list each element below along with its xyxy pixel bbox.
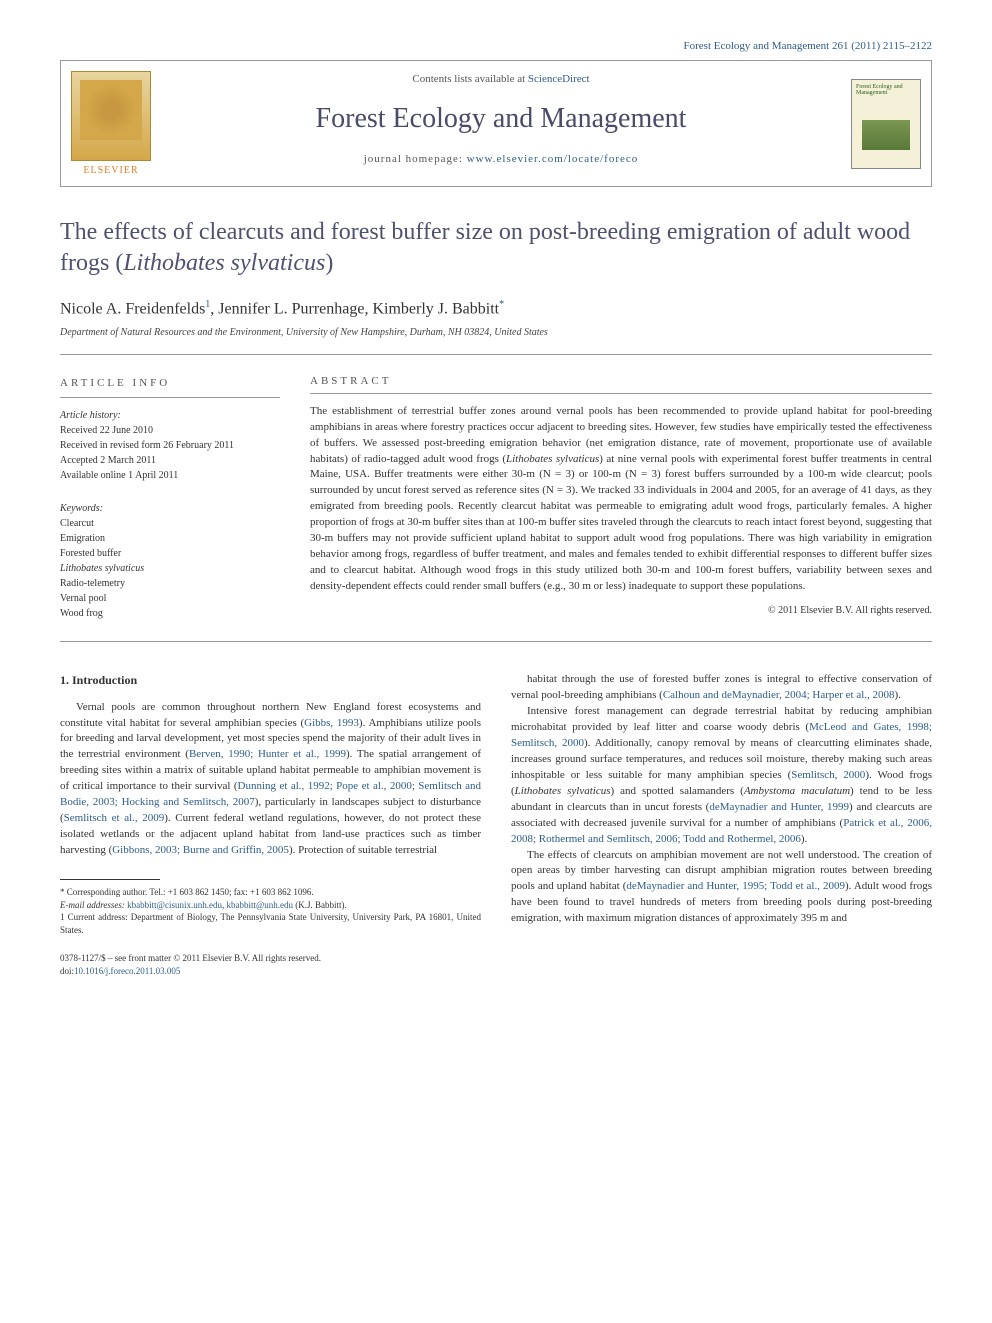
- email-line: E-mail addresses: kbabbitt@cisunix.unh.e…: [60, 899, 481, 912]
- email-link-2[interactable]: kbabbitt@unh.edu: [226, 900, 293, 910]
- homepage-link[interactable]: www.elsevier.com/locate/foreco: [467, 153, 639, 165]
- section-heading-intro: 1. Introduction: [60, 672, 481, 689]
- citation-link[interactable]: deMaynadier and Hunter, 1999: [709, 801, 849, 813]
- keyword-item: Lithobates sylvaticus: [60, 561, 280, 576]
- sciencedirect-link[interactable]: ScienceDirect: [528, 73, 590, 85]
- masthead-left: ELSEVIER: [61, 61, 161, 186]
- species-name: Lithobates sylvaticus: [515, 785, 611, 797]
- body-column-left: 1. Introduction Vernal pools are common …: [60, 672, 481, 977]
- citation-link[interactable]: Gibbons, 2003; Burne and Griffin, 2005: [112, 844, 289, 856]
- info-abstract-row: ARTICLE INFO Article history: Received 2…: [60, 375, 932, 643]
- history-label: Article history:: [60, 408, 280, 423]
- keyword-item: Forested buffer: [60, 546, 280, 561]
- journal-cover-icon: Forest Ecology and Management: [851, 79, 921, 169]
- keywords-label: Keywords:: [60, 501, 280, 516]
- footnotes: * Corresponding author. Tel.: +1 603 862…: [60, 886, 481, 936]
- citation-link[interactable]: Calhoun and deMaynadier, 2004; Harper et…: [663, 689, 895, 701]
- elsevier-label: ELSEVIER: [71, 165, 151, 176]
- citation-link[interactable]: Gibbs, 1993: [304, 717, 359, 729]
- abstract-copyright: © 2011 Elsevier B.V. All rights reserved…: [310, 605, 932, 616]
- body-column-right: habitat through the use of forested buff…: [511, 672, 932, 977]
- citation-link[interactable]: Berven, 1990; Hunter et al., 1999: [189, 748, 346, 760]
- corresponding-author-note: * Corresponding author. Tel.: +1 603 862…: [60, 886, 481, 899]
- keyword-item: Wood frog: [60, 606, 280, 621]
- abstract-text: ) at nine vernal pools with experimental…: [310, 453, 932, 593]
- keywords-block: Keywords: Clearcut Emigration Forested b…: [60, 501, 280, 621]
- body-text: ) and spotted salamanders (: [611, 785, 744, 797]
- doi-line: doi:10.1016/j.foreco.2011.03.005: [60, 965, 481, 978]
- article-info-heading: ARTICLE INFO: [60, 375, 280, 399]
- doi-prefix: doi:: [60, 966, 74, 976]
- abstract-species: Lithobates sylvaticus: [506, 453, 599, 465]
- citation-link[interactable]: deMaynadier and Hunter, 1995; Todd et al…: [626, 880, 845, 892]
- author-rest: , Jennifer L. Purrenhage, Kimberly J. Ba…: [210, 301, 499, 318]
- abstract-heading: ABSTRACT: [310, 375, 932, 394]
- intro-left-paragraphs: Vernal pools are common throughout north…: [60, 700, 481, 859]
- history-revised: Received in revised form 26 February 201…: [60, 438, 280, 453]
- history-accepted: Accepted 2 March 2011: [60, 453, 280, 468]
- keyword-item: Vernal pool: [60, 591, 280, 606]
- keyword-item: Clearcut: [60, 516, 280, 531]
- contents-prefix: Contents lists available at: [412, 73, 527, 85]
- title-close: ): [325, 250, 333, 276]
- masthead-right: Forest Ecology and Management: [841, 61, 931, 186]
- citation-link[interactable]: Semlitsch, 2000: [791, 769, 865, 781]
- masthead-center: Contents lists available at ScienceDirec…: [161, 61, 841, 186]
- article-info: ARTICLE INFO Article history: Received 2…: [60, 375, 280, 622]
- body-paragraph: The effects of clearcuts on amphibian mo…: [511, 848, 932, 928]
- body-paragraph: Intensive forest management can degrade …: [511, 704, 932, 847]
- intro-right-paragraphs: habitat through the use of forested buff…: [511, 672, 932, 927]
- cover-label: Forest Ecology and Management: [856, 84, 903, 96]
- footnote-separator: [60, 879, 160, 880]
- body-text: ). Protection of suitable terrestrial: [289, 844, 437, 856]
- citation-line: Forest Ecology and Management 261 (2011)…: [60, 40, 932, 52]
- title-species: Lithobates sylvaticus: [123, 250, 325, 276]
- article-title: The effects of clearcuts and forest buff…: [60, 217, 932, 279]
- body-text: ).: [895, 689, 901, 701]
- page: Forest Ecology and Management 261 (2011)…: [0, 0, 992, 1018]
- homepage-prefix: journal homepage:: [364, 153, 467, 165]
- doi-link[interactable]: 10.1016/j.foreco.2011.03.005: [74, 966, 180, 976]
- abstract-body: The establishment of terrestrial buffer …: [310, 404, 932, 595]
- authors: Nicole A. Freidenfelds1, Jennifer L. Pur…: [60, 299, 932, 318]
- history-received: Received 22 June 2010: [60, 423, 280, 438]
- current-address-note: 1 Current address: Department of Biology…: [60, 911, 481, 936]
- history-online: Available online 1 April 2011: [60, 468, 280, 483]
- abstract: ABSTRACT The establishment of terrestria…: [310, 375, 932, 622]
- page-footer: 0378-1127/$ – see front matter © 2011 El…: [60, 952, 481, 977]
- homepage-line: journal homepage: www.elsevier.com/locat…: [161, 153, 841, 165]
- keyword-item: Radio-telemetry: [60, 576, 280, 591]
- journal-name: Forest Ecology and Management: [161, 103, 841, 135]
- contents-line: Contents lists available at ScienceDirec…: [161, 73, 841, 85]
- citation-link[interactable]: Semlitsch et al., 2009: [64, 812, 165, 824]
- email-owner: (K.J. Babbitt).: [293, 900, 347, 910]
- elsevier-logo-icon: [71, 71, 151, 161]
- issn-line: 0378-1127/$ – see front matter © 2011 El…: [60, 952, 481, 965]
- species-name: Ambystoma maculatum: [744, 785, 850, 797]
- email-label: E-mail addresses:: [60, 900, 127, 910]
- author-1: Nicole A. Freidenfelds: [60, 301, 205, 318]
- author-corr-sup: *: [499, 299, 504, 310]
- body-text: ).: [801, 833, 807, 845]
- body-paragraph: Vernal pools are common throughout north…: [60, 700, 481, 859]
- masthead: ELSEVIER Contents lists available at Sci…: [60, 60, 932, 187]
- email-link-1[interactable]: kbabbitt@cisunix.unh.edu: [127, 900, 222, 910]
- keyword-item: Emigration: [60, 531, 280, 546]
- affiliation: Department of Natural Resources and the …: [60, 327, 932, 355]
- body-columns: 1. Introduction Vernal pools are common …: [60, 672, 932, 977]
- body-paragraph: habitat through the use of forested buff…: [511, 672, 932, 704]
